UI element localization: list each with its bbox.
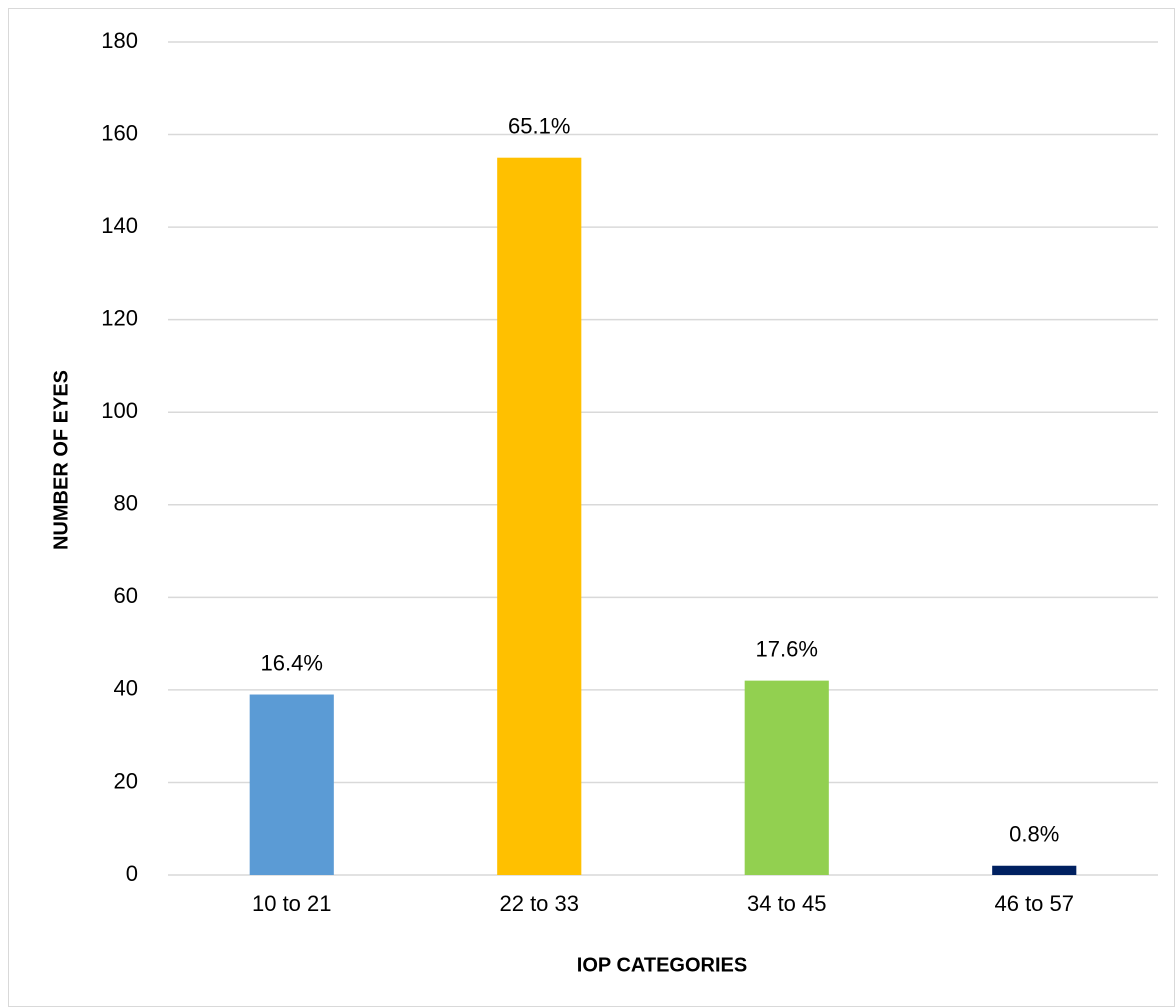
- y-tick-label: 160: [101, 120, 138, 145]
- y-tick-label: 80: [114, 491, 138, 516]
- data-label: 16.4%: [261, 650, 323, 675]
- x-tick-label: 10 to 21: [252, 891, 332, 916]
- y-tick-label: 0: [126, 861, 138, 886]
- chart-border: [8, 8, 1175, 1007]
- bar: [744, 680, 829, 875]
- x-tick-label: 22 to 33: [499, 891, 579, 916]
- bar: [249, 694, 334, 875]
- data-label: 17.6%: [756, 636, 818, 661]
- y-axis-title: NUMBER OF EYES: [50, 370, 72, 550]
- x-axis-title: IOP CATEGORIES: [577, 954, 747, 976]
- y-tick-label: 20: [114, 768, 138, 793]
- y-tick-label: 60: [114, 583, 138, 608]
- y-tick-label: 140: [101, 213, 138, 238]
- x-tick-label: 46 to 57: [994, 891, 1074, 916]
- x-tick-label: 34 to 45: [747, 891, 827, 916]
- data-label: 0.8%: [1009, 822, 1059, 847]
- data-label: 65.1%: [508, 114, 570, 139]
- bar: [497, 157, 582, 875]
- y-tick-label: 100: [101, 398, 138, 423]
- y-tick-label: 40: [114, 676, 138, 701]
- y-tick-label: 180: [101, 28, 138, 53]
- bar: [992, 865, 1077, 875]
- y-tick-label: 120: [101, 305, 138, 330]
